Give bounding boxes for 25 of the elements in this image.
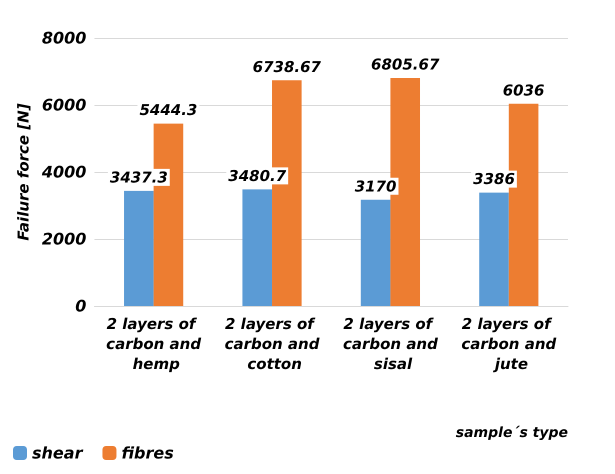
data-label: 5444.3 (139, 101, 198, 120)
y-tick-label: 2000 (42, 230, 86, 248)
bar (360, 200, 390, 306)
data-label: 3437.3 (110, 168, 168, 186)
y-axis-title: Failure force [N] (14, 103, 32, 241)
x-tick-label: 2 layers of carbon and jute (461, 315, 557, 373)
x-tick-label: 2 layers of carbon and cotton (224, 315, 320, 373)
legend-label: shear (32, 444, 84, 462)
y-tick-label: 6000 (42, 96, 86, 114)
legend-label: fibres (121, 444, 174, 462)
x-axis-title: sample´s type (456, 425, 568, 441)
y-tick-label: 8000 (42, 28, 86, 48)
data-label: 3170 (354, 177, 396, 196)
bar (124, 190, 154, 306)
y-tick-label: 0 (75, 296, 86, 316)
data-label: 3480.7 (228, 166, 287, 185)
data-label: 6738.67 (252, 58, 322, 76)
bar (242, 189, 272, 306)
x-tick-label: 2 layers of carbon and hemp (106, 315, 202, 373)
data-label: 6805.67 (371, 56, 440, 74)
x-tick-label: 2 layers of carbon and sisal (342, 315, 438, 373)
y-tick-label: 4000 (40, 162, 86, 182)
data-label: 6036 (502, 81, 544, 100)
data-label: 3386 (473, 170, 515, 188)
bar (479, 192, 509, 306)
